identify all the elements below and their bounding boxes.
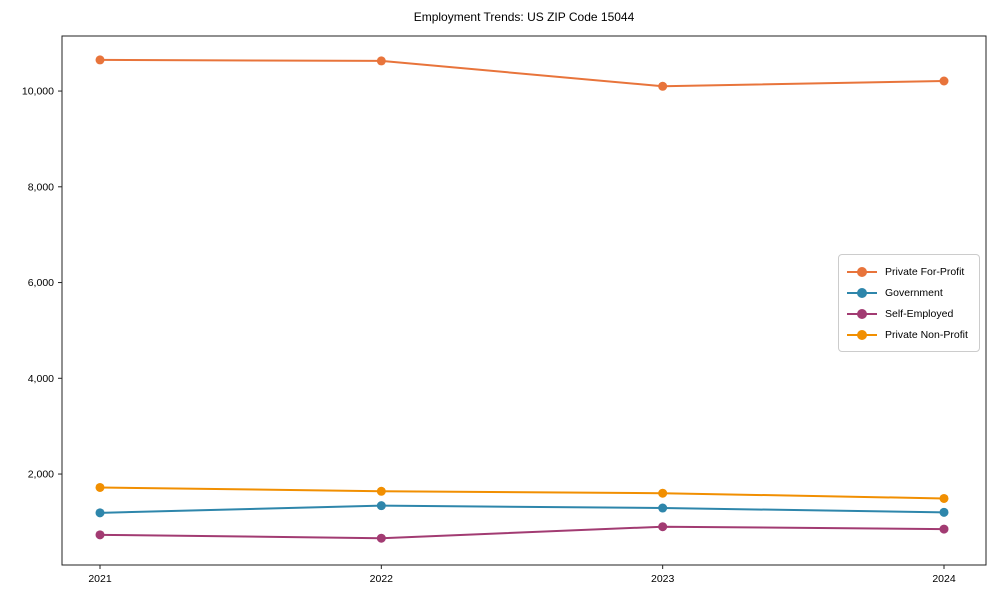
series-marker-private-non-profit — [658, 488, 668, 498]
y-tick-label: 4,000 — [28, 373, 54, 385]
series-marker-government — [95, 508, 105, 518]
series-marker-private-non-profit — [939, 493, 949, 503]
series-line-private-non-profit — [99, 486, 945, 500]
x-tick-label: 2024 — [932, 573, 956, 585]
legend-item-government: Government — [847, 282, 971, 303]
series-marker-government — [658, 503, 668, 513]
series-marker-private-for-profit — [95, 55, 105, 65]
legend-item-private-non-profit: Private Non-Profit — [847, 324, 971, 345]
y-tick-label: 8,000 — [28, 181, 54, 193]
legend-marker-government-icon — [847, 287, 877, 298]
series-marker-private-for-profit — [376, 56, 386, 66]
y-tick-label: 6,000 — [28, 277, 54, 289]
y-tick-label: 2,000 — [28, 469, 54, 481]
series-line-private-for-profit — [99, 58, 945, 88]
x-tick-label: 2022 — [370, 573, 394, 585]
legend-label-self-employed: Self-Employed — [885, 307, 954, 320]
x-tick-label: 2023 — [651, 573, 675, 585]
legend-marker-private-non-profit-icon — [847, 329, 877, 340]
series-marker-self-employed — [95, 530, 105, 540]
series-marker-private-non-profit — [376, 486, 386, 496]
legend-item-self-employed: Self-Employed — [847, 303, 971, 324]
axes-box — [61, 35, 987, 566]
legend-label-government: Government — [885, 286, 943, 299]
series-marker-government — [939, 507, 949, 517]
series-marker-private-non-profit — [95, 482, 105, 492]
legend-item-private-for-profit: Private For-Profit — [847, 261, 971, 282]
series-line-government — [99, 504, 945, 514]
series-marker-private-for-profit — [939, 76, 949, 86]
series-marker-government — [376, 501, 386, 511]
chart-title: Employment Trends: US ZIP Code 15044 — [413, 10, 635, 24]
x-tick-label: 2021 — [88, 573, 112, 585]
legend-label-private-for-profit: Private For-Profit — [885, 265, 965, 278]
legend-label-private-non-profit: Private Non-Profit — [885, 328, 968, 341]
legend-marker-private-for-profit-icon — [847, 266, 877, 277]
series-marker-self-employed — [658, 522, 668, 532]
series-line-self-employed — [99, 525, 945, 540]
legend: Private For-Profit Government Self-Employe… — [838, 254, 980, 352]
y-tick-label: 10,000 — [22, 86, 54, 98]
series-marker-self-employed — [939, 524, 949, 534]
series-marker-private-for-profit — [658, 81, 668, 91]
legend-marker-self-employed-icon — [847, 308, 877, 319]
series-marker-self-employed — [376, 533, 386, 543]
